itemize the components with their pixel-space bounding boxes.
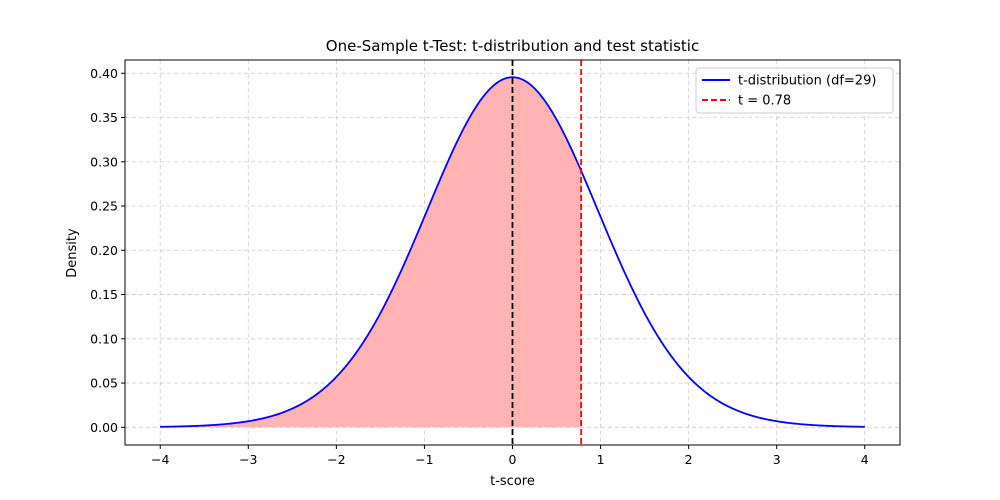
x-tick-label: 3 — [773, 452, 781, 467]
y-tick-label: 0.40 — [90, 66, 118, 81]
y-tick-label: 0.15 — [90, 287, 118, 302]
x-axis-ticks: −4 −3 −2 −1 0 1 2 3 4 — [151, 445, 869, 467]
shaded-area-left-of-t — [160, 77, 582, 428]
y-tick-label: 0.30 — [90, 154, 118, 169]
x-tick-label: 0 — [509, 452, 517, 467]
legend-label-test-statistic: t = 0.78 — [738, 94, 791, 109]
y-tick-label: 0.05 — [90, 376, 118, 391]
x-tick-label: 1 — [597, 452, 605, 467]
plot-area — [160, 60, 865, 445]
chart-title: One-Sample t-Test: t-distribution and te… — [326, 37, 699, 55]
y-tick-label: 0.10 — [90, 331, 118, 346]
x-tick-label: −4 — [151, 452, 169, 467]
x-tick-label: −3 — [239, 452, 257, 467]
legend-box — [695, 67, 894, 114]
y-axis-ticks: 0.00 0.05 0.10 0.15 0.20 0.25 0.30 0.35 0.40 — [90, 66, 125, 435]
x-axis-title: t-score — [490, 474, 535, 489]
x-tick-label: 4 — [861, 452, 869, 467]
legend-label-distribution: t-distribution (df=29) — [738, 74, 876, 89]
y-tick-label: 0.00 — [90, 420, 118, 435]
y-tick-label: 0.35 — [90, 110, 118, 125]
y-axis-title: Density — [65, 228, 80, 278]
y-tick-label: 0.25 — [90, 199, 118, 214]
y-tick-label: 0.20 — [90, 243, 118, 258]
x-tick-label: 2 — [685, 452, 693, 467]
distribution-curve — [160, 76, 865, 428]
x-tick-label: −1 — [415, 452, 433, 467]
legend: t-distribution (df=29) t = 0.78 — [695, 67, 894, 114]
x-tick-label: −2 — [327, 452, 345, 467]
